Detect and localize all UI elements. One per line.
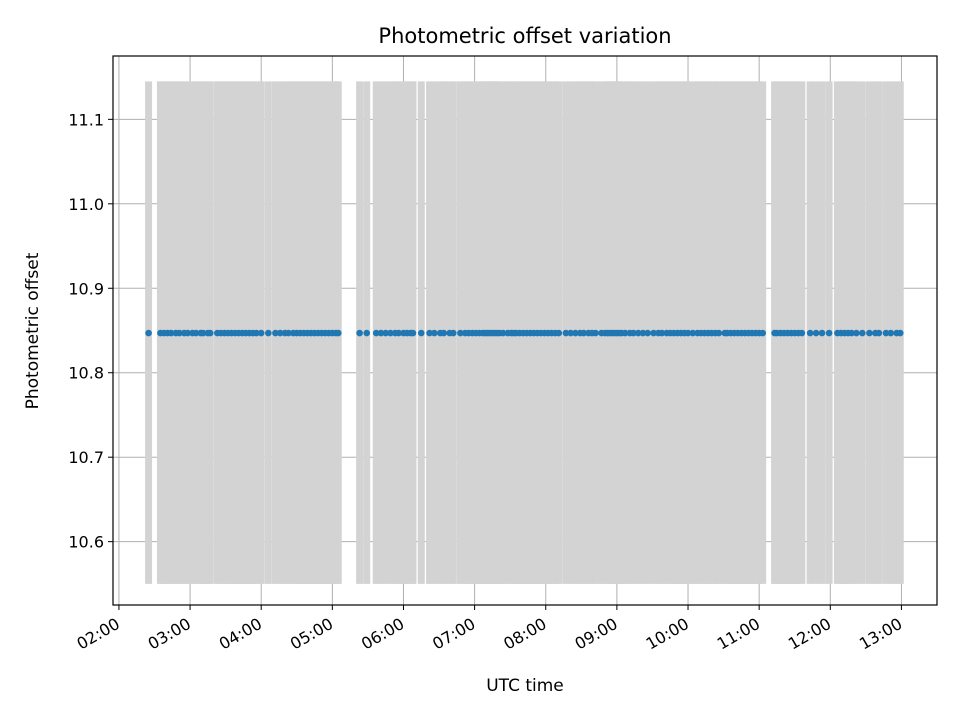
data-point bbox=[457, 329, 464, 337]
x-tick-label: 11:00 bbox=[714, 614, 763, 654]
data-point bbox=[409, 329, 417, 337]
data-point bbox=[276, 329, 284, 337]
x-tick-label: 12:00 bbox=[785, 614, 834, 654]
data-point bbox=[167, 329, 175, 337]
y-axis-label: Photometric offset bbox=[23, 252, 43, 409]
data-point bbox=[812, 329, 820, 337]
y-tick-label: 10.7 bbox=[68, 448, 104, 467]
data-point bbox=[199, 329, 207, 337]
data-point bbox=[555, 329, 563, 337]
data-point bbox=[253, 329, 260, 337]
x-tick-label: 04:00 bbox=[216, 614, 265, 654]
y-tick-label: 11.1 bbox=[68, 110, 104, 129]
y-tick-label: 11.0 bbox=[68, 195, 104, 214]
data-point bbox=[562, 329, 570, 337]
x-tick-label: 03:00 bbox=[145, 614, 194, 654]
data-point bbox=[206, 329, 214, 337]
data-point bbox=[580, 329, 587, 337]
data-point bbox=[499, 329, 507, 337]
data-point bbox=[658, 329, 666, 337]
data-point bbox=[382, 329, 389, 337]
data-point bbox=[567, 329, 574, 337]
data-point bbox=[684, 329, 692, 337]
data-point bbox=[145, 329, 152, 337]
x-axis-label: UTC time bbox=[486, 676, 564, 696]
data-point bbox=[377, 329, 385, 337]
x-tick-label: 08:00 bbox=[500, 614, 549, 654]
y-tick-label: 10.8 bbox=[68, 364, 104, 383]
data-point bbox=[859, 329, 866, 337]
data-point bbox=[426, 329, 433, 337]
data-point bbox=[806, 329, 814, 337]
x-tick-label: 09:00 bbox=[571, 614, 620, 654]
data-point bbox=[272, 329, 279, 337]
data-point bbox=[356, 329, 363, 337]
x-tick-label: 13:00 bbox=[856, 614, 905, 654]
data-point bbox=[644, 329, 652, 337]
data-point bbox=[818, 329, 826, 337]
data-point bbox=[798, 329, 806, 337]
plot-frame bbox=[112, 55, 938, 606]
data-point bbox=[592, 329, 599, 337]
data-point bbox=[639, 329, 647, 337]
data-point bbox=[882, 329, 890, 337]
data-point bbox=[630, 329, 637, 337]
data-point bbox=[825, 329, 833, 337]
data-point bbox=[285, 329, 292, 337]
y-tick-label: 10.9 bbox=[68, 279, 104, 298]
data-point bbox=[257, 329, 265, 337]
data-point bbox=[387, 329, 394, 337]
data-point bbox=[265, 329, 272, 337]
data-point bbox=[449, 329, 457, 337]
data-point bbox=[875, 329, 883, 337]
data-point bbox=[650, 329, 657, 337]
data-point bbox=[395, 329, 403, 337]
data-point bbox=[759, 329, 767, 337]
data-point bbox=[572, 329, 579, 337]
x-tick-label: 10:00 bbox=[643, 614, 692, 654]
chart-title: Photometric offset variation bbox=[378, 24, 671, 48]
data-point bbox=[334, 329, 342, 337]
data-point bbox=[848, 329, 855, 337]
y-axis-ticks: 10.6 10.7 10.8 10.9 11.0 11.1 bbox=[68, 110, 113, 552]
data-point bbox=[372, 329, 380, 337]
data-point bbox=[621, 329, 629, 337]
x-tick-label: 06:00 bbox=[358, 614, 407, 654]
data-points bbox=[145, 329, 904, 337]
data-point bbox=[417, 329, 425, 337]
data-point bbox=[184, 329, 191, 337]
x-tick-label: 05:00 bbox=[287, 614, 336, 654]
data-point bbox=[192, 329, 200, 337]
x-tick-label: 02:00 bbox=[73, 614, 122, 654]
data-point bbox=[715, 329, 723, 337]
x-tick-label: 07:00 bbox=[429, 614, 478, 654]
data-point bbox=[634, 329, 642, 337]
y-tick-label: 10.6 bbox=[68, 533, 104, 552]
x-axis-ticks: 02:00 03:00 04:00 05:00 06:00 07:00 08:00 09:00… bbox=[73, 605, 905, 654]
data-point bbox=[866, 329, 873, 337]
data-point bbox=[440, 329, 448, 337]
data-point bbox=[431, 329, 438, 337]
data-point bbox=[887, 329, 895, 337]
data-point bbox=[853, 329, 860, 337]
data-point bbox=[689, 329, 697, 337]
data-point bbox=[176, 329, 183, 337]
data-point bbox=[363, 329, 371, 337]
data-point bbox=[896, 329, 904, 337]
